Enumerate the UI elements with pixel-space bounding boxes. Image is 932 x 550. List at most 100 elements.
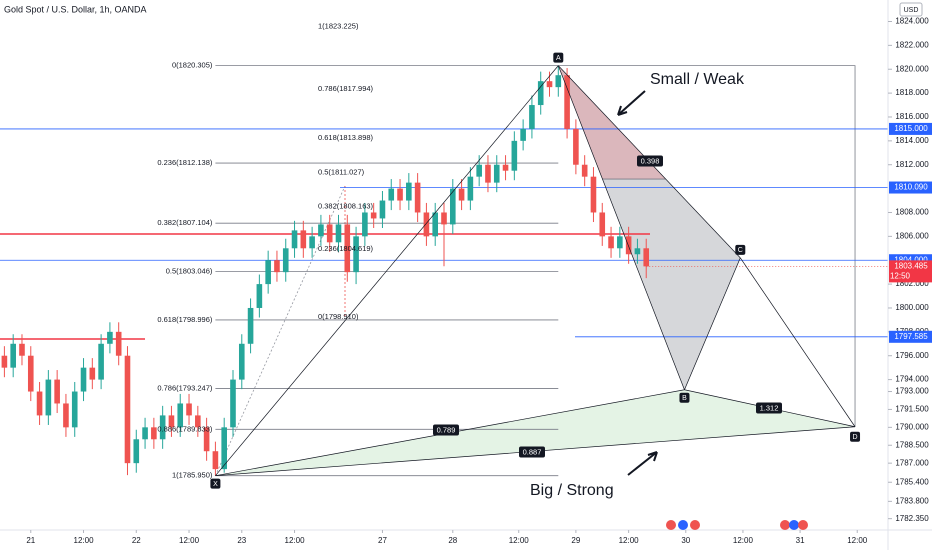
- price-label: 1815.000: [894, 124, 928, 133]
- candle-body: [63, 403, 69, 428]
- candle-body: [476, 164, 482, 177]
- x-tick-label: 21: [26, 536, 35, 545]
- y-tick-label: 1808.000: [895, 208, 929, 217]
- currency-box[interactable]: [899, 2, 923, 17]
- candle-body: [195, 415, 201, 428]
- candle-body: [177, 403, 184, 428]
- candle-body: [511, 140, 518, 171]
- candle-body: [362, 212, 368, 237]
- candle-body: [80, 367, 87, 392]
- candle-body: [493, 164, 500, 183]
- pattern-leg: [215, 65, 559, 476]
- annotation: Big / Strong: [530, 482, 614, 499]
- y-tick-label: 1824.000: [895, 17, 929, 26]
- candle-body: [238, 343, 245, 380]
- candle-body: [546, 81, 553, 88]
- y-tick-label: 1785.400: [895, 477, 929, 486]
- arrow-small: [617, 90, 646, 116]
- candle-body: [168, 415, 175, 428]
- y-tick-label: 1782.350: [895, 514, 929, 523]
- fib-label: 0(1820.305): [172, 61, 213, 70]
- candle-body: [485, 164, 491, 183]
- candle-body: [520, 128, 526, 141]
- candle-body: [142, 427, 148, 440]
- candle-body: [326, 224, 333, 243]
- x-tick-label: 29: [571, 536, 580, 545]
- candle-body: [107, 331, 113, 344]
- candle-body: [388, 188, 395, 201]
- event-icon: [780, 520, 790, 530]
- pattern-point-label: C: [738, 247, 743, 254]
- candle-body: [414, 182, 421, 213]
- ratio-label: 0.789: [437, 425, 456, 434]
- candle-body: [159, 415, 166, 440]
- pattern-point-box: [735, 244, 746, 255]
- x-tick-label: 30: [681, 536, 690, 545]
- x-tick-label: 22: [132, 536, 141, 545]
- x-tick-label: 31: [796, 536, 805, 545]
- candle-body: [625, 236, 632, 255]
- fib-label: 0.786(1793.247): [157, 384, 213, 393]
- candle-body: [599, 212, 606, 237]
- candle-body: [230, 379, 236, 428]
- overlay-front: 0(1820.305) 0.236(1812.138) 0.382(1807.104…: [157, 22, 861, 499]
- ratio-label: 1.312: [760, 403, 779, 412]
- x-tick-label: 27: [378, 536, 387, 545]
- pattern-point-box: [850, 431, 861, 442]
- pattern-point-box: [679, 392, 690, 403]
- candle-body: [406, 182, 412, 201]
- x-tick-label: 12:00: [509, 536, 530, 545]
- pattern-point-label: B: [682, 395, 687, 402]
- candle-body: [89, 367, 96, 380]
- candle-body: [27, 355, 34, 392]
- y-tick-label: 1794.000: [895, 375, 929, 384]
- y-tick-label: 1783.800: [895, 496, 929, 505]
- ratio-box: [756, 402, 782, 414]
- ratio-box: [637, 155, 663, 167]
- inner-fib-label: 0.236(1804.619): [318, 244, 374, 253]
- candle-body: [54, 379, 60, 404]
- candle-body: [370, 212, 377, 219]
- candle-body: [98, 343, 104, 380]
- candle-body: [19, 343, 25, 356]
- price-label-box: [889, 181, 932, 194]
- candle-body: [203, 427, 210, 452]
- ratio-box: [433, 424, 459, 436]
- y-tick-label: 1816.000: [895, 112, 929, 121]
- y-tick-label: 1787.000: [895, 458, 929, 467]
- fib-label: 1(1785.950): [172, 471, 213, 480]
- x-tick-label: 23: [237, 536, 246, 545]
- price-label-box: [889, 330, 932, 343]
- candle-body: [221, 427, 227, 470]
- fib-label: 0.5(1803.046): [166, 267, 213, 276]
- pattern-point-box: [210, 478, 221, 489]
- candle-body: [151, 427, 157, 440]
- candle-body: [608, 236, 614, 249]
- candle-body: [564, 75, 570, 129]
- annotation: Small / Weak: [650, 71, 745, 88]
- candle-body: [247, 307, 254, 344]
- candle-body: [10, 343, 16, 368]
- y-tick-label: 1822.000: [895, 40, 929, 49]
- event-icon: [678, 520, 688, 530]
- candle-body: [115, 331, 122, 356]
- candle-body: [590, 176, 597, 213]
- candle-body: [529, 105, 535, 129]
- candle-body: [124, 355, 131, 464]
- candle-body: [291, 230, 298, 249]
- candle-body: [397, 188, 403, 201]
- candle-body: [1, 355, 8, 368]
- x-tick-label: 28: [448, 536, 457, 545]
- x-tick-label: 12:00: [179, 536, 200, 545]
- xbd-triangle: [215, 389, 856, 476]
- pattern-point-label: D: [852, 434, 857, 441]
- candle-body: [581, 164, 588, 177]
- y-tick-label: 1806.000: [895, 231, 929, 240]
- candle-body: [212, 451, 219, 470]
- candle-body: [432, 212, 439, 237]
- event-icon: [690, 520, 700, 530]
- y-tick-label: 1788.500: [895, 440, 929, 449]
- candle-body: [441, 212, 447, 225]
